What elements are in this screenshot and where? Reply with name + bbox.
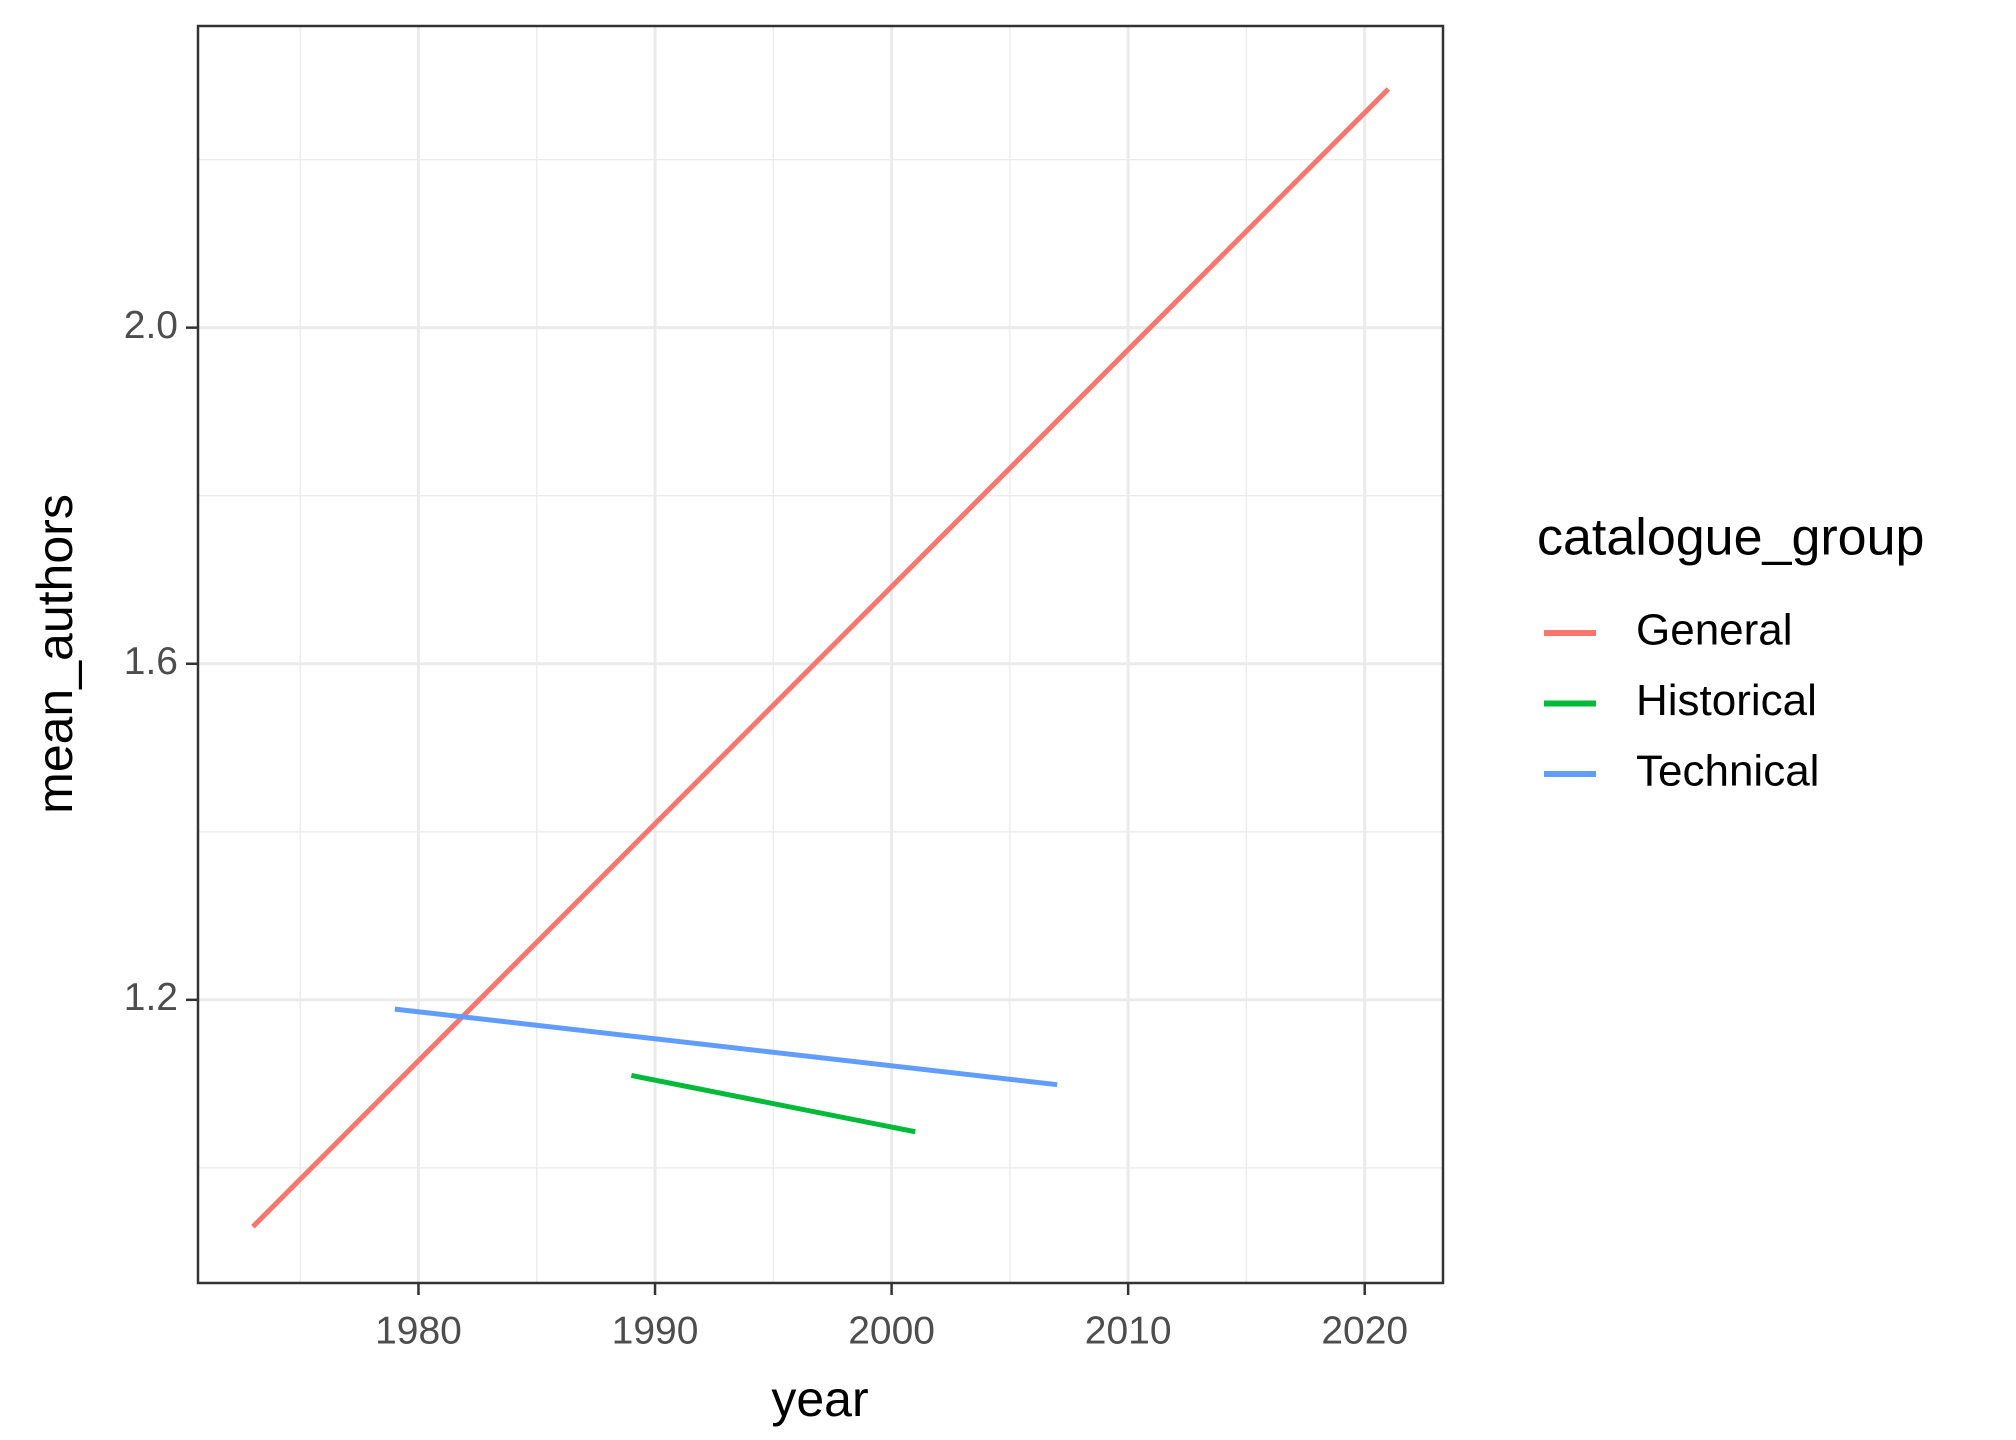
y-tick-label: 1.2 [124,976,178,1019]
line-series [251,87,1391,1229]
legend-label: Technical [1636,747,1819,796]
x-tick-label: 1990 [612,1309,699,1352]
y-tick-label: 2.0 [124,304,178,347]
line-series [394,1006,1058,1088]
legend-label: General [1636,606,1793,655]
y-axis-title: mean_authors [27,494,83,814]
x-tick-label: 2020 [1321,1309,1408,1352]
legend-title: catalogue_group [1537,509,1924,567]
x-tick-label: 2010 [1085,1309,1172,1352]
line-series [630,1073,916,1135]
x-tick-label: 1980 [375,1309,462,1352]
y-tick-label: 1.6 [124,640,178,683]
legend-label: Historical [1636,676,1817,725]
panel-border [196,24,1445,1285]
x-axis-title: year [771,1371,868,1427]
x-tick-label: 2000 [848,1309,935,1352]
